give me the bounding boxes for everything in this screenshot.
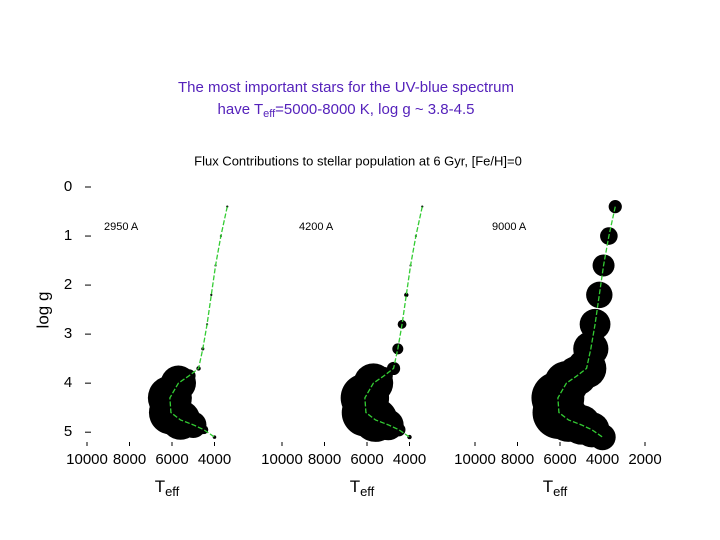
title-subscript: eff xyxy=(263,108,276,120)
point xyxy=(392,423,406,437)
point xyxy=(404,292,409,298)
x-tick-label: 6000 xyxy=(155,451,188,468)
annotation: 9000 A xyxy=(492,221,527,233)
title-line: have Teff=5000-8000 K, log g ~ 3.8-4.5 xyxy=(218,101,475,120)
y-tick-label: 4 xyxy=(64,374,72,391)
x-tick-label: 4000 xyxy=(586,451,619,468)
track-line xyxy=(557,206,616,438)
x-axis-label-main: T xyxy=(155,477,165,496)
y-tick-label: 2 xyxy=(64,276,72,293)
x-tick-label: 6000 xyxy=(543,451,576,468)
track-line xyxy=(169,206,228,438)
title-text: have T xyxy=(218,101,264,118)
x-tick-label: 8000 xyxy=(308,451,341,468)
y-tick-label: 1 xyxy=(64,227,72,244)
x-tick-label: 4000 xyxy=(198,451,231,468)
x-axis-label: Teff xyxy=(350,477,375,499)
x-axis-label-sub: eff xyxy=(360,484,375,499)
track-line xyxy=(364,206,423,438)
title-line: The most important stars for the UV-blue… xyxy=(178,79,514,96)
x-tick-label: 2000 xyxy=(628,451,661,468)
y-tick-label: 0 xyxy=(64,178,72,195)
title-text: =5000-8000 K, log g ~ 3.8-4.5 xyxy=(275,101,474,118)
x-axis-label: Teff xyxy=(155,477,180,499)
y-axis-label: log g xyxy=(33,292,52,329)
x-tick-label: 10000 xyxy=(261,451,303,468)
y-tick-label: 3 xyxy=(64,325,72,342)
annotation: 2950 A xyxy=(104,221,139,233)
point xyxy=(586,281,613,309)
x-axis-label-main: T xyxy=(350,477,360,496)
x-tick-label: 8000 xyxy=(113,451,146,468)
x-tick-label: 10000 xyxy=(454,451,496,468)
x-tick-label: 4000 xyxy=(393,451,426,468)
x-tick-label: 8000 xyxy=(501,451,534,468)
point xyxy=(589,423,616,451)
x-axis-label-main: T xyxy=(543,477,553,496)
annotation: 4200 A xyxy=(299,221,334,233)
x-axis-label-sub: eff xyxy=(165,484,180,499)
x-tick-label: 6000 xyxy=(350,451,383,468)
y-tick-label: 5 xyxy=(64,423,72,440)
x-axis-label: Teff xyxy=(543,477,568,499)
x-tick-label: 10000 xyxy=(66,451,108,468)
x-axis-label-sub: eff xyxy=(553,484,568,499)
point xyxy=(199,425,209,435)
subtitle: Flux Contributions to stellar population… xyxy=(194,153,522,168)
point xyxy=(210,293,213,296)
